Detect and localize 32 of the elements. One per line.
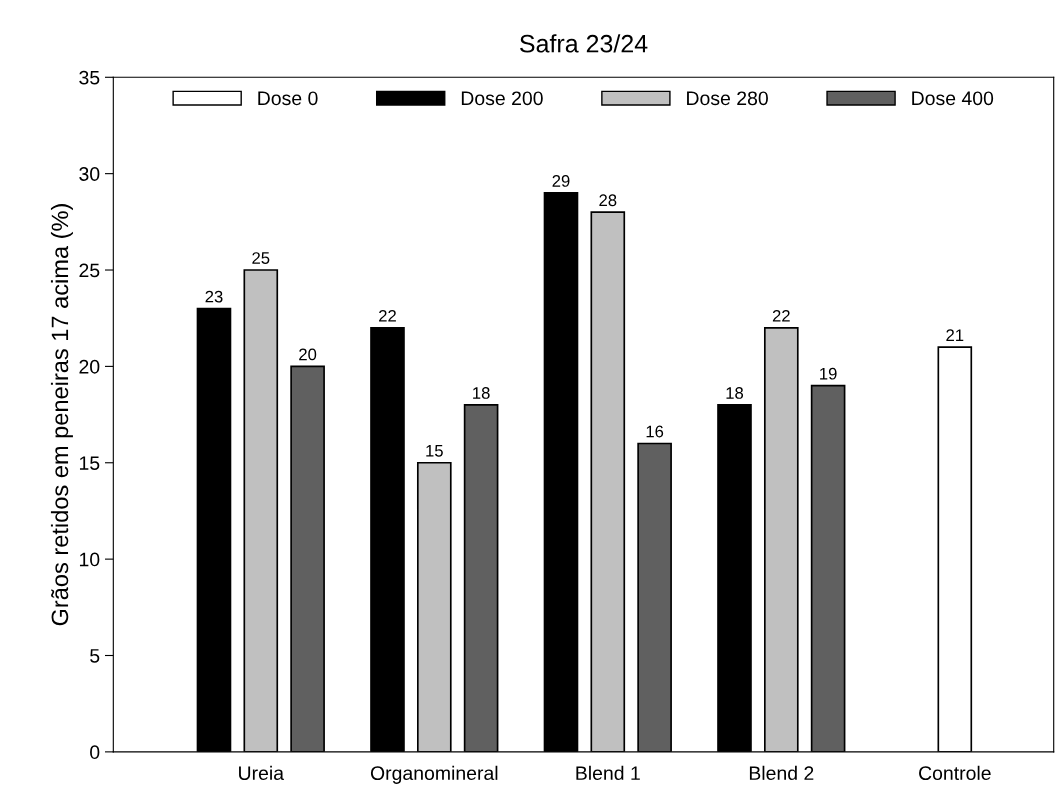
legend-label: Dose 280 bbox=[687, 91, 768, 106]
legend-label: Dose 400 bbox=[912, 91, 994, 106]
y-tick-label: 20 bbox=[79, 359, 100, 374]
y-tick-label: 10 bbox=[79, 552, 100, 567]
legend-label: Dose 0 bbox=[258, 91, 318, 106]
x-tick-label: Organomineral bbox=[370, 765, 498, 784]
y-tick-label: 0 bbox=[90, 745, 100, 760]
data-label: 18 bbox=[726, 387, 744, 399]
data-label: 16 bbox=[646, 425, 664, 438]
data-label: 15 bbox=[426, 445, 443, 457]
y-tick-label: 35 bbox=[79, 70, 100, 85]
data-label: 22 bbox=[772, 309, 790, 322]
data-label: 22 bbox=[379, 309, 396, 322]
data-label: 21 bbox=[946, 329, 964, 341]
data-label: 18 bbox=[473, 387, 490, 399]
data-label: 29 bbox=[552, 175, 570, 187]
chart-title: Safra 23/24 bbox=[520, 34, 648, 53]
data-label: 20 bbox=[299, 348, 317, 361]
data-label: 19 bbox=[820, 367, 837, 380]
data-label: 23 bbox=[205, 290, 223, 303]
data-label: 28 bbox=[599, 194, 617, 207]
x-tick-label: Controle bbox=[919, 765, 991, 781]
x-tick-label: Ureia bbox=[239, 765, 285, 781]
x-tick-label: Blend 2 bbox=[749, 765, 814, 781]
y-axis-title: Grãos retidos em peneiras 17 acima (%) bbox=[50, 204, 73, 626]
y-tick-label: 15 bbox=[79, 456, 100, 470]
y-tick-label: 25 bbox=[79, 263, 100, 278]
y-tick-label: 5 bbox=[90, 649, 100, 663]
legend-label: Dose 200 bbox=[461, 91, 543, 106]
x-tick-label: Blend 1 bbox=[576, 765, 640, 781]
y-tick-label: 30 bbox=[79, 167, 100, 181]
data-label: 25 bbox=[252, 252, 270, 264]
